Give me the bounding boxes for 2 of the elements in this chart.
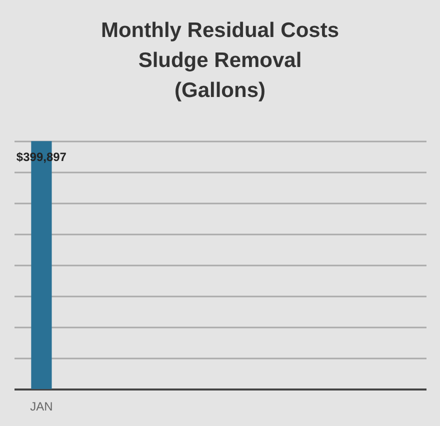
text: Monthly Residual Costs Sludge Removal (Gallons): [100, 19, 340, 102]
x-tick-label: JAN: [30, 400, 53, 414]
